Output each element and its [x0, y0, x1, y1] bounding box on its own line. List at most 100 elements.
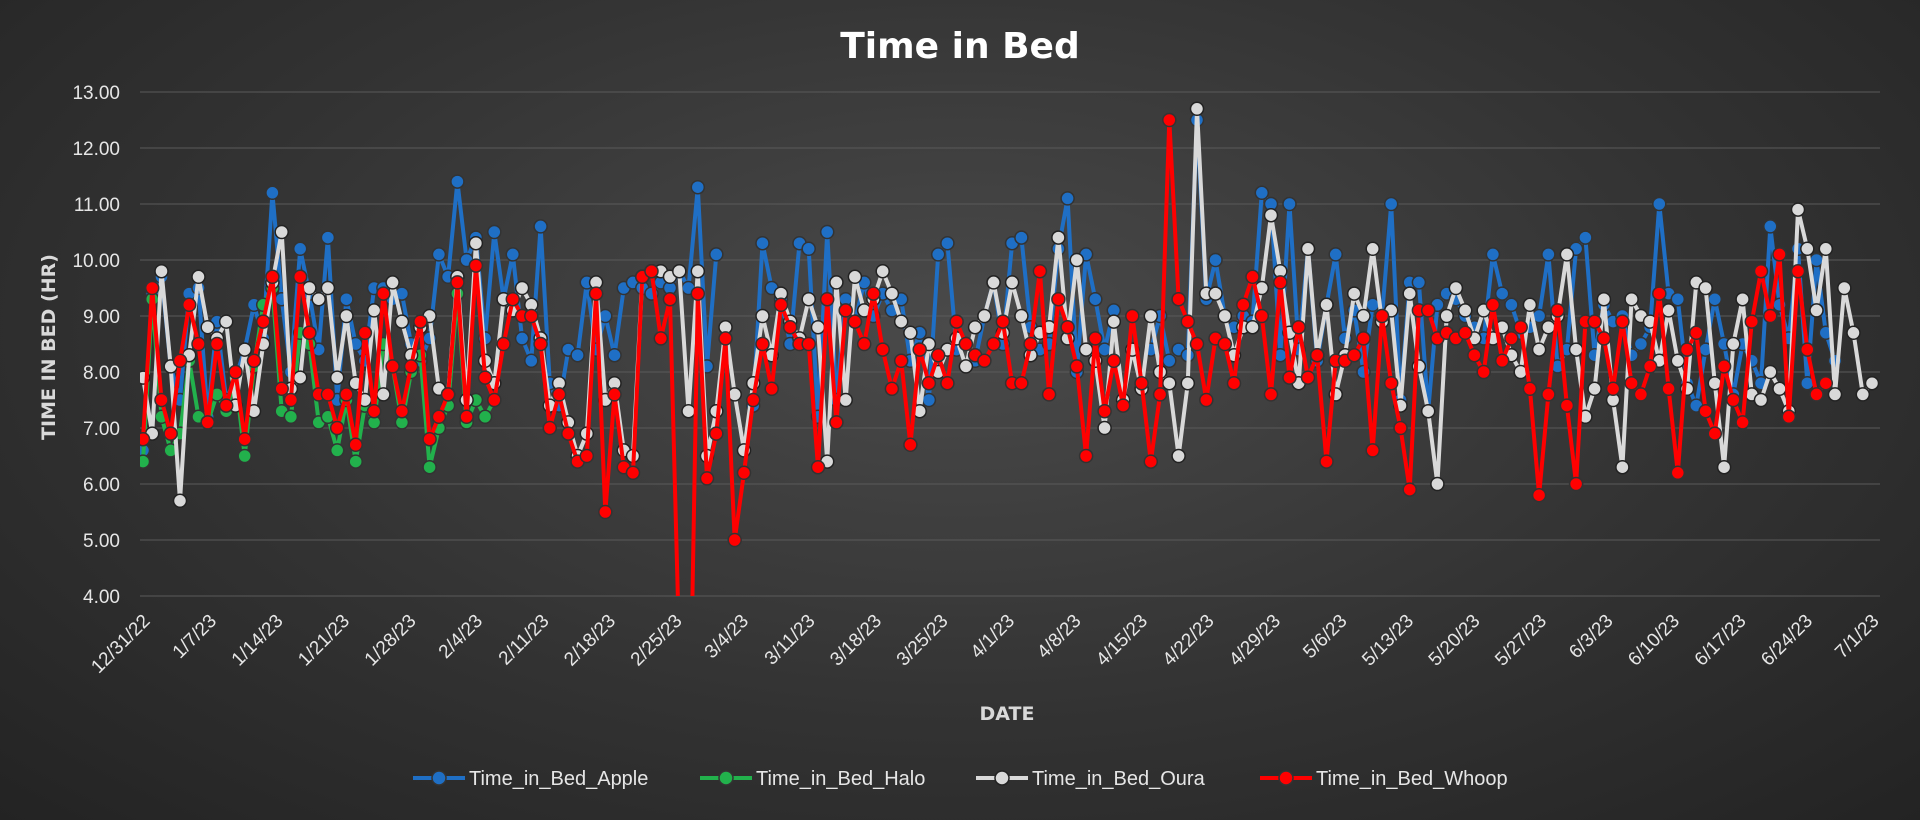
data-point — [533, 219, 548, 234]
series-Time_in_Bed_Oura — [140, 101, 1880, 509]
data-point — [995, 314, 1011, 329]
data-point — [542, 420, 558, 436]
data-point — [366, 303, 382, 318]
data-point — [181, 297, 197, 313]
data-point — [1494, 286, 1510, 301]
x-tick-label: 1/28/23 — [361, 611, 421, 671]
data-point — [1485, 297, 1501, 313]
x-tick-label: 6/3/23 — [1565, 611, 1617, 663]
data-point — [1217, 308, 1233, 324]
data-point — [1189, 336, 1205, 352]
data-point — [394, 314, 410, 329]
data-point — [357, 325, 373, 341]
data-point — [884, 286, 900, 301]
legend-swatch-marker — [1278, 770, 1294, 786]
data-point — [736, 465, 752, 481]
data-point — [1439, 308, 1454, 324]
x-tick-label: 6/10/23 — [1624, 611, 1684, 671]
data-point — [246, 353, 262, 369]
data-point — [875, 263, 890, 279]
data-point — [403, 359, 419, 374]
x-tick-label: 5/20/23 — [1425, 611, 1485, 671]
x-tick-label: 3/11/23 — [761, 611, 820, 670]
data-point — [1032, 263, 1048, 279]
data-point — [1707, 291, 1723, 307]
legend-swatch-marker — [431, 770, 447, 786]
data-point — [154, 263, 169, 279]
data-point — [1615, 314, 1630, 329]
data-point — [1670, 291, 1686, 307]
data-point — [1485, 247, 1501, 262]
data-point — [292, 370, 308, 385]
data-point — [866, 286, 881, 301]
data-point — [1522, 381, 1538, 397]
data-point — [949, 314, 964, 329]
data-point — [986, 336, 1001, 352]
data-point — [1615, 459, 1630, 475]
data-point — [524, 308, 539, 324]
data-point — [1698, 403, 1713, 419]
data-point — [237, 342, 252, 357]
data-point — [140, 431, 151, 447]
data-point — [709, 426, 724, 441]
y-tick-label: 8.00 — [83, 363, 120, 384]
data-point — [1236, 297, 1251, 313]
data-point — [690, 286, 706, 301]
data-point — [1393, 420, 1408, 436]
data-point — [588, 286, 604, 301]
data-point — [1652, 196, 1667, 212]
x-tick-label: 2/4/23 — [435, 611, 487, 663]
data-point — [1559, 398, 1575, 413]
legend-label: Time_in_Bed_Oura — [1032, 768, 1206, 790]
data-point — [856, 336, 872, 352]
data-point — [755, 336, 770, 352]
data-point — [1217, 336, 1233, 352]
data-point — [1060, 319, 1075, 335]
data-point — [1541, 387, 1556, 402]
data-point — [172, 353, 188, 369]
data-point — [265, 185, 280, 201]
data-point — [1162, 353, 1177, 369]
data-point — [773, 297, 789, 313]
data-point — [1448, 280, 1464, 296]
legend-label: Time_in_Bed_Whoop — [1316, 768, 1508, 790]
y-tick-label: 4.00 — [83, 587, 120, 608]
data-point — [755, 235, 770, 251]
data-point — [1069, 359, 1085, 374]
data-point — [1818, 241, 1834, 257]
legend-label: Time_in_Bed_Apple — [469, 768, 648, 790]
data-point — [237, 448, 252, 464]
x-tick-label: 4/1/23 — [967, 611, 1019, 663]
data-point — [1753, 392, 1769, 408]
data-point — [376, 387, 391, 402]
data-point — [838, 303, 853, 318]
data-point — [801, 291, 816, 307]
data-point — [265, 269, 280, 285]
data-point — [1365, 241, 1380, 257]
data-point — [218, 314, 234, 329]
data-point — [1624, 291, 1639, 307]
data-point — [1763, 219, 1778, 234]
data-point — [570, 347, 585, 363]
data-point — [727, 532, 742, 548]
data-point — [1411, 275, 1427, 290]
data-point — [496, 336, 511, 352]
data-point — [1273, 275, 1288, 290]
data-point — [1716, 359, 1732, 374]
data-point — [1772, 247, 1787, 262]
data-point — [884, 381, 900, 397]
data-point — [1300, 370, 1316, 385]
data-point — [450, 275, 465, 290]
data-point — [745, 392, 761, 408]
data-point — [200, 319, 215, 335]
data-point — [1596, 331, 1612, 346]
data-point — [1633, 336, 1649, 352]
data-point — [1309, 347, 1325, 363]
data-point — [681, 403, 696, 419]
data-point — [1245, 319, 1260, 335]
data-point — [1568, 476, 1584, 492]
data-point — [1319, 297, 1334, 313]
legend-swatch-marker — [718, 770, 734, 786]
data-point — [413, 314, 428, 329]
x-tick-label: 4/22/23 — [1159, 611, 1219, 671]
